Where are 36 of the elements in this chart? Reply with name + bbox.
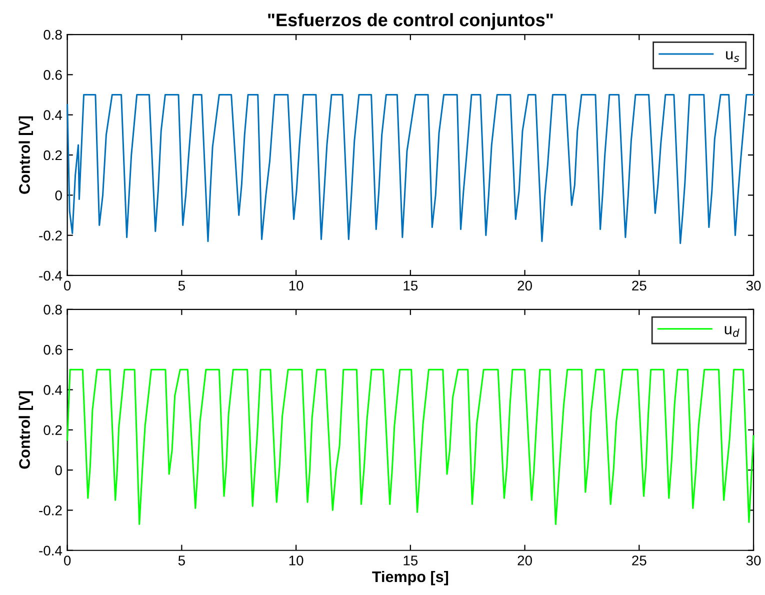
x-tick-label: 20 [518,280,532,291]
y-axis-title: Control [V] [18,391,33,469]
y-tick-label: 0.6 [44,344,62,355]
x-tick-label: 10 [289,556,304,566]
y-axis-title: Control [V] [18,116,33,194]
x-tick-label: 30 [746,556,761,566]
x-tick-label: 25 [632,280,646,291]
y-tick-label: 0 [55,190,62,200]
x-tick-label: 20 [518,556,532,566]
y-tick-label: 0.2 [44,425,62,436]
y-tick-label: -0.2 [39,506,62,516]
x-tick-label: 5 [178,556,185,566]
x-tick-label: 30 [746,280,761,291]
x-tick-label: 15 [404,556,418,566]
legend-label: u$_{s}$ [726,51,740,62]
line-series [66,94,754,244]
x-axis-title: Tiempo [s] [372,570,448,586]
line-series [66,368,754,526]
y-tick-label: -0.2 [39,230,62,240]
y-tick-label: 0 [55,465,62,476]
y-tick-label: 0.8 [44,30,62,40]
y-tick-label: 0.4 [44,110,62,120]
chart-title: "Esfuerzos de control conjuntos" [268,13,553,30]
x-tick-label: 10 [289,280,304,291]
x-tick-label: 0 [64,556,71,566]
y-tick-label: 0.6 [44,70,62,80]
x-tick-label: 5 [178,280,185,291]
legend-label: u$_{d}$ [724,326,740,337]
y-tick-label: -0.4 [39,546,62,556]
y-tick-label: 0.2 [44,150,62,160]
x-tick-label: 0 [64,280,71,291]
y-tick-label: 0.8 [44,304,62,315]
y-tick-label: -0.4 [39,270,62,281]
x-tick-label: 25 [632,556,646,566]
y-tick-label: 0.4 [44,385,62,395]
x-tick-label: 15 [404,280,418,291]
